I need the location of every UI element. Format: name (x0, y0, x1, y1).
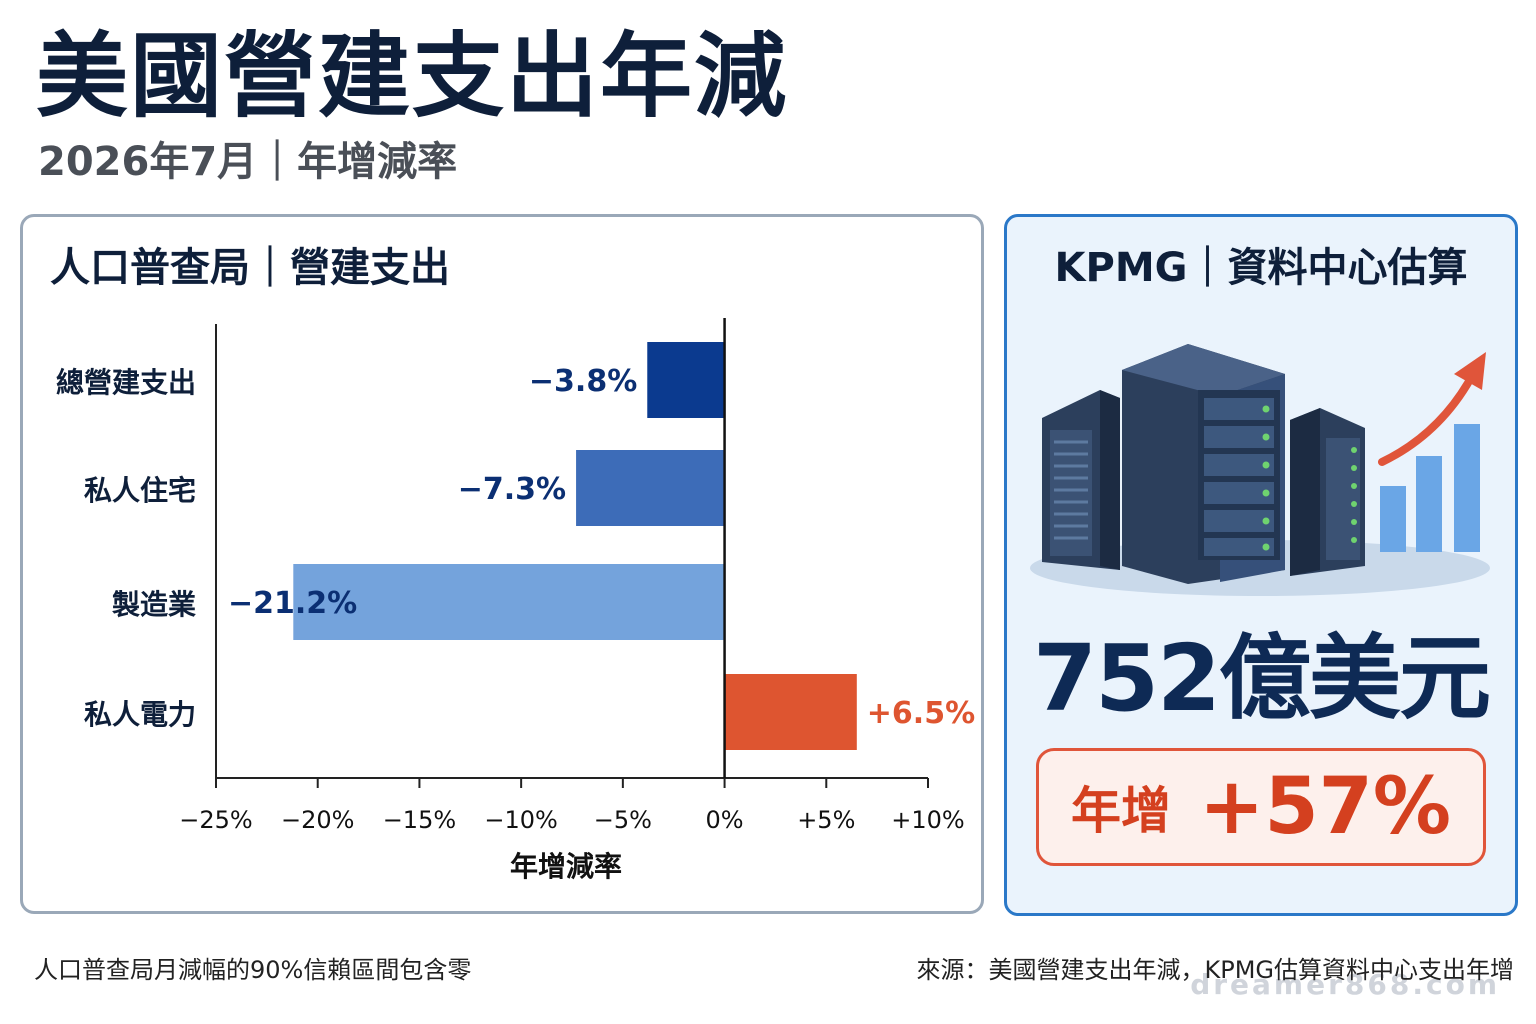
census-panel (20, 214, 984, 914)
value-label: +6.5% (867, 696, 975, 731)
value-label: −21.2% (228, 586, 357, 621)
x-tick-label: +10% (891, 806, 964, 834)
x-tick-label: −10% (484, 806, 557, 834)
x-tick-label: −25% (179, 806, 252, 834)
bar-chart: 總營建支出 −3.8% 私人住宅 −7.3% 製造業 −21.2% 私人電力 +6.5% −25… (56, 318, 975, 883)
footnote: 人口普查局月減幅的90%信賴區間包含零 (34, 956, 472, 984)
source-note: 來源：美國營建支出年減，KPMG估算資料中心支出年增 (916, 956, 1514, 984)
x-tick-label: 0% (706, 806, 744, 834)
bar-3 (724, 674, 857, 750)
growth-badge: 年增 +57% (1036, 748, 1486, 866)
value-label: −7.3% (458, 472, 566, 507)
kpmg-panel-title: KPMG｜資料中心估算 (1054, 245, 1468, 291)
category-label: 總營建支出 (56, 366, 196, 399)
census-panel-title: 人口普查局｜營建支出 (50, 245, 450, 291)
bar-1 (576, 450, 725, 526)
page-subtitle: 2026年7月｜年增減率 (38, 139, 458, 185)
category-label: 製造業 (112, 588, 196, 621)
bar-0 (647, 342, 725, 418)
category-label: 私人電力 (84, 698, 196, 731)
x-tick-label: −5% (594, 806, 652, 834)
page-title: 美國營建支出年減 (36, 23, 789, 130)
growth-label: 年增 (1070, 782, 1171, 840)
server-growth-icon (1030, 344, 1490, 596)
watermark: dreamer868.com (1190, 968, 1500, 1001)
growth-value: +57% (1198, 762, 1452, 852)
x-tick-label: −20% (281, 806, 354, 834)
x-axis-label: 年增減率 (510, 850, 622, 883)
x-tick-label: −15% (383, 806, 456, 834)
x-tick-label: +5% (797, 806, 855, 834)
kpmg-estimate-value: 752億美元 (1032, 625, 1491, 732)
bar-2 (293, 564, 725, 640)
value-label: −3.8% (529, 364, 637, 399)
category-label: 私人住宅 (84, 474, 196, 507)
